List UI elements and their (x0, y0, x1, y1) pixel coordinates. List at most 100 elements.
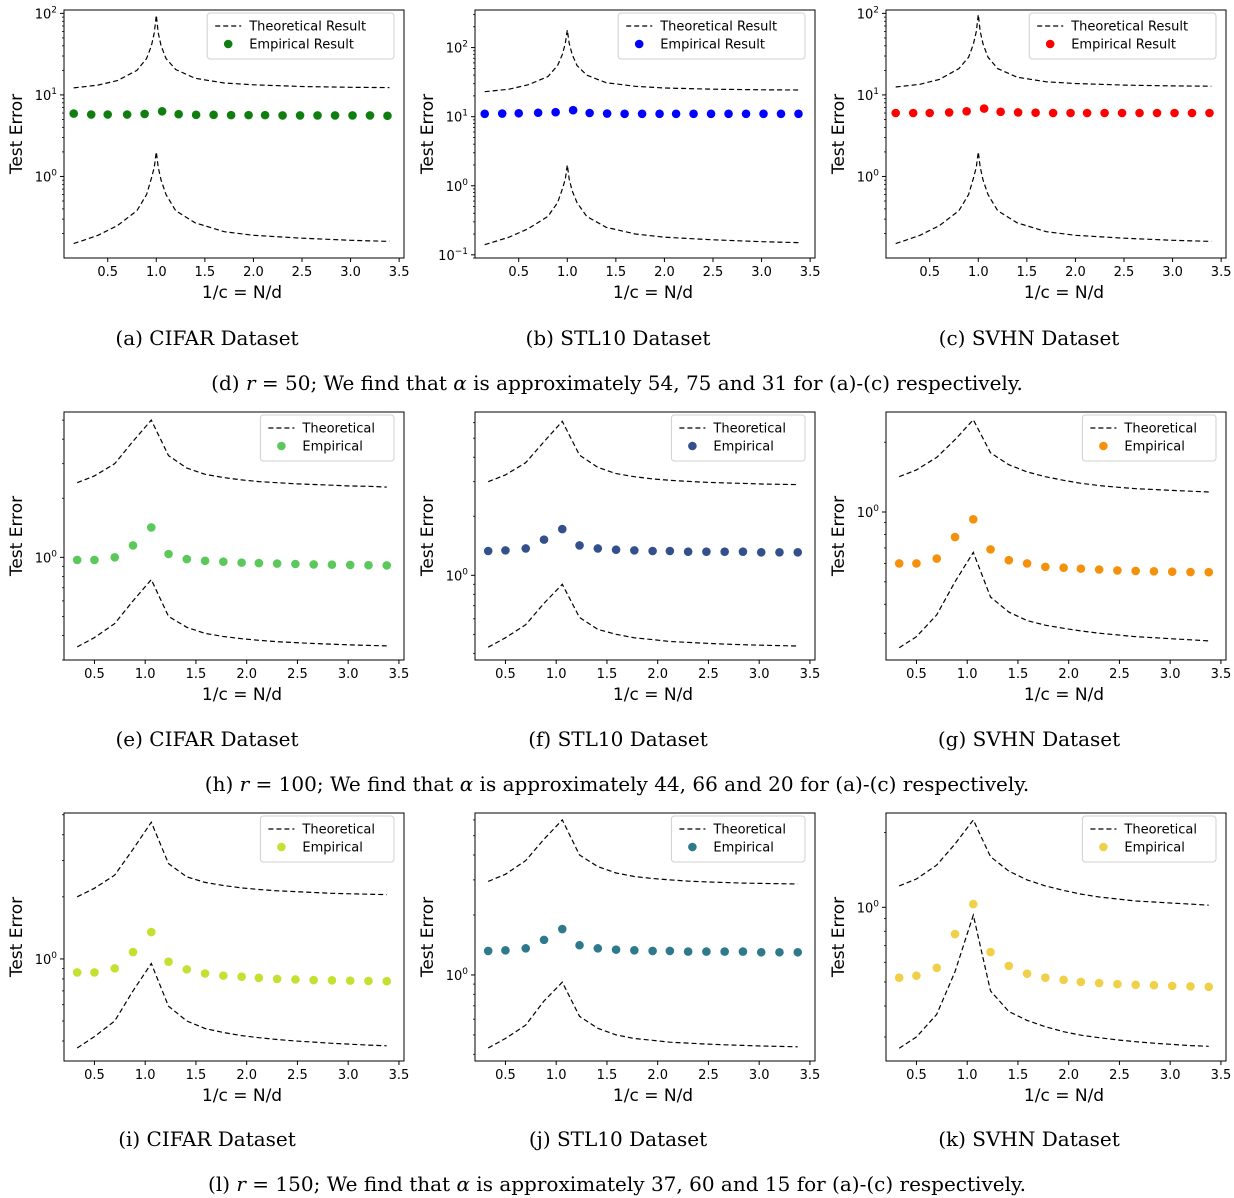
data-point (986, 545, 995, 554)
data-point (382, 561, 392, 570)
data-point (365, 111, 375, 120)
y-tick-label: 101 (857, 87, 879, 104)
data-point (986, 947, 995, 957)
chart-svg-g: 0.5 1.0 1.5 2.0 2.5 3.0 3.5 100 1/c = N/d Test Er… (829, 411, 1231, 705)
x-tick-label: 1.5 (1008, 1068, 1029, 1083)
data-point (72, 968, 82, 977)
y-tick-exp: 0 (873, 168, 879, 178)
legend-label: Theoretical (712, 823, 786, 838)
subcaption-k: (k) SVHN Dataset (938, 1127, 1120, 1151)
x-tick-label: 0.5 (495, 667, 516, 682)
data-point (200, 969, 210, 978)
y-tick-exp: 0 (873, 504, 879, 514)
x-axis-label: 1/c = N/d (1024, 685, 1104, 705)
legend-dot-swatch (277, 842, 286, 852)
y-tick-base: 10 (35, 170, 52, 185)
data-point (702, 547, 711, 556)
data-point (1082, 108, 1092, 118)
data-point (110, 553, 120, 562)
data-point (291, 975, 300, 984)
legend-box (670, 414, 806, 462)
x-tick-label: 2.5 (1109, 1068, 1130, 1083)
series-line-1 (898, 912, 1209, 1049)
legend-box (1081, 815, 1217, 863)
data-point (140, 109, 149, 119)
x-tick-label: 3.5 (800, 667, 821, 682)
data-point (364, 976, 373, 986)
legend-label: Theoretical Result (1070, 20, 1188, 35)
series-line-1 (895, 151, 1212, 245)
data-point (164, 549, 173, 559)
y-tick-label: 101 (35, 87, 57, 104)
plot-frame (63, 411, 405, 661)
x-tick-label: 1.5 (597, 667, 618, 682)
data-point (738, 547, 748, 556)
data-point (593, 544, 603, 553)
legend-label: Theoretical Result (248, 20, 366, 35)
data-point (90, 968, 99, 977)
data-point (706, 109, 716, 119)
data-point (683, 547, 693, 556)
data-point (894, 559, 904, 568)
group-caption-alpha: α (459, 772, 474, 796)
chart-svg-f: 0.5 1.0 1.5 2.0 2.5 3.0 3.5 100 1/c = N/d Test Er… (418, 411, 821, 705)
y-tick-exp: 1 (51, 87, 57, 97)
y-tick-label: 100 (35, 549, 58, 566)
legend-label: Empirical (302, 440, 362, 455)
data-point (557, 524, 567, 534)
plot-frame (885, 411, 1227, 661)
x-tick-label: 0.5 (84, 1068, 105, 1083)
data-point (1004, 961, 1014, 971)
data-point (69, 109, 79, 118)
y-tick-exp: 2 (462, 40, 468, 50)
data-point (979, 104, 989, 113)
data-point (313, 111, 322, 120)
y-tick-base: 10 (857, 170, 874, 185)
y-tick-exp: 0 (51, 168, 57, 178)
data-point (191, 110, 201, 120)
data-point (237, 972, 246, 982)
data-point (521, 544, 531, 553)
data-point (894, 973, 904, 983)
group-caption-alpha: α (456, 1172, 470, 1196)
chart-svg-e: 0.5 1.0 1.5 2.0 2.5 3.0 3.5 100 1/c = N/d Test Er… (7, 411, 409, 705)
x-tick-label: 0.5 (97, 265, 118, 280)
data-point (244, 110, 253, 120)
group-caption-rest: is approximately 54, 75 and 31 for (a)-(… (466, 371, 1023, 395)
data-point (345, 560, 355, 570)
x-tick-label: 1.0 (546, 1068, 567, 1083)
data-point (1186, 567, 1195, 577)
y-tick-exp: 2 (51, 5, 57, 15)
data-point (776, 109, 786, 119)
data-point (683, 947, 693, 956)
data-point (724, 109, 733, 119)
series-line-0 (898, 818, 1209, 906)
y-tick-label: 100 (35, 951, 58, 968)
x-tick-label: 1.0 (135, 667, 156, 682)
legend-box (670, 815, 806, 863)
data-point (254, 973, 264, 983)
y-tick-base: 10 (446, 111, 463, 126)
x-tick-label: 2.0 (1058, 667, 1079, 682)
data-point (364, 560, 373, 570)
legend-label: Theoretical (301, 823, 375, 838)
series-line-0 (487, 818, 798, 885)
x-tick-label: 2.5 (698, 667, 719, 682)
data-point (309, 975, 318, 985)
y-tick-label: 102 (35, 5, 57, 22)
x-tick-label: 2.5 (292, 265, 313, 280)
chart-panel-e: 0.5 1.0 1.5 2.0 2.5 3.0 3.5 100 1/c = N/d Test Er… (0, 402, 410, 712)
y-tick-base: 10 (857, 901, 874, 916)
chart-panel-j: 0.5 1.0 1.5 2.0 2.5 3.0 3.5 100 1/c = N/d Test Er… (411, 803, 821, 1113)
data-point (501, 945, 510, 955)
x-tick-label: 1.5 (606, 265, 627, 280)
data-point (1022, 559, 1032, 568)
x-tick-label: 2.0 (236, 667, 257, 682)
x-tick-label: 1.5 (195, 265, 216, 280)
y-tick-label: 100 (446, 567, 469, 584)
data-point (891, 108, 901, 118)
x-tick-label: 0.5 (906, 667, 927, 682)
data-point (585, 108, 594, 118)
subcaption-i: (i) CIFAR Dataset (118, 1127, 296, 1151)
chart-svg-i: 0.5 1.0 1.5 2.0 2.5 3.0 3.5 100 1/c = N/d Test Er… (7, 812, 409, 1106)
